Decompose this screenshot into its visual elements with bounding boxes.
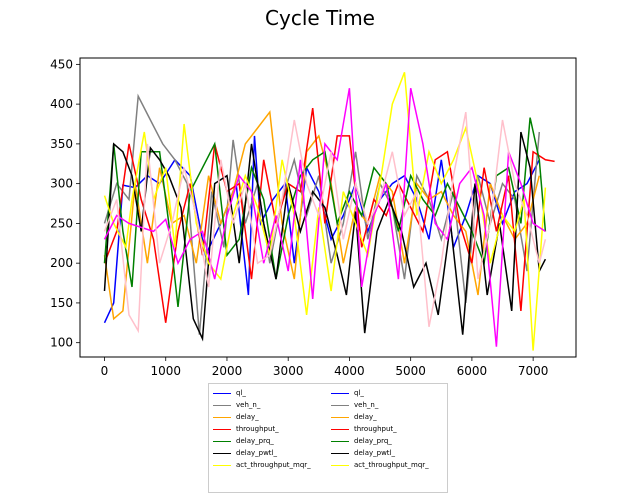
legend-item: throughput_ (331, 423, 443, 435)
y-tick-label: 200 (50, 256, 73, 270)
series-line-6 (103, 72, 547, 351)
legend-swatch (331, 392, 349, 394)
y-tick-label: 450 (50, 57, 73, 71)
legend-swatch (213, 404, 231, 406)
legend-label: throughput_ (236, 425, 279, 433)
legend-item: delay_ (331, 411, 443, 423)
legend-swatch (331, 404, 349, 406)
legend-swatch (213, 416, 231, 418)
legend-swatch (213, 392, 231, 394)
x-tick-label: 6000 (457, 364, 488, 378)
legend-swatch (213, 464, 231, 466)
legend-swatch (331, 464, 349, 466)
legend-swatch (213, 440, 231, 442)
y-tick-label: 150 (50, 296, 73, 310)
legend-item: delay_ (213, 411, 325, 423)
x-tick-label: 7000 (518, 364, 549, 378)
series-line-3 (103, 107, 555, 323)
legend-item: veh_n_ (213, 399, 325, 411)
legend-label: delay_ (236, 413, 259, 421)
plot-area: 0 1000 2000 3000 4000 5000 6000 7000 100 150 200 25… (50, 57, 577, 378)
legend-swatch (331, 440, 349, 442)
legend-item: delay_prq_ (213, 435, 325, 447)
legend-swatch (213, 452, 231, 454)
chart-figure: Cycle Time 0 1000 2000 3000 4000 5000 6000 7000… (50, 6, 577, 493)
legend-swatch (331, 416, 349, 418)
series-line-7 (103, 88, 546, 347)
legend-label: veh_n_ (354, 401, 379, 409)
y-tick-label: 400 (50, 97, 73, 111)
legend-label: delay_prq_ (354, 437, 392, 445)
y-tick-label: 100 (50, 336, 73, 350)
legend-label: delay_pwtl_ (236, 449, 277, 457)
series-line-4 (103, 117, 547, 307)
legend-label: delay_ (354, 413, 377, 421)
x-tick-label: 1000 (150, 364, 181, 378)
x-tick-label: 0 (101, 364, 109, 378)
y-tick-label: 350 (50, 137, 73, 151)
legend-label: act_throughput_mqr_ (236, 461, 311, 469)
legend-item: delay_pwtl_ (331, 447, 443, 459)
legend-label: throughput_ (354, 425, 397, 433)
x-tick-label: 5000 (395, 364, 426, 378)
legend-item: veh_n_ (331, 399, 443, 411)
legend-label: ql_ (354, 389, 364, 397)
legend-swatch (331, 428, 349, 430)
legend-label: act_throughput_mqr_ (354, 461, 429, 469)
legend-label: delay_prq_ (236, 437, 274, 445)
chart-title: Cycle Time (265, 6, 375, 30)
x-tick-label: 3000 (273, 364, 304, 378)
legend-item: delay_pwtl_ (213, 447, 325, 459)
legend: ql_ ql_ veh_n_ veh_n_ delay_ delay_ throughput… (208, 383, 448, 493)
x-tick-label: 4000 (334, 364, 365, 378)
legend-label: veh_n_ (236, 401, 261, 409)
legend-label: delay_pwtl_ (354, 449, 395, 457)
x-tick-label: 2000 (212, 364, 243, 378)
series-line-8 (103, 111, 547, 334)
y-tick-label: 250 (50, 216, 73, 230)
legend-item: delay_prq_ (331, 435, 443, 447)
legend-item: ql_ (331, 387, 443, 399)
legend-item: ql_ (213, 387, 325, 399)
legend-item: act_throughput_mqr_ (213, 459, 325, 471)
legend-item: throughput_ (213, 423, 325, 435)
axes-frame (79, 57, 577, 358)
legend-item: act_throughput_mqr_ (331, 459, 443, 471)
legend-label: ql_ (236, 389, 246, 397)
y-tick-label: 300 (50, 177, 73, 191)
legend-swatch (331, 452, 349, 454)
legend-swatch (213, 428, 231, 430)
